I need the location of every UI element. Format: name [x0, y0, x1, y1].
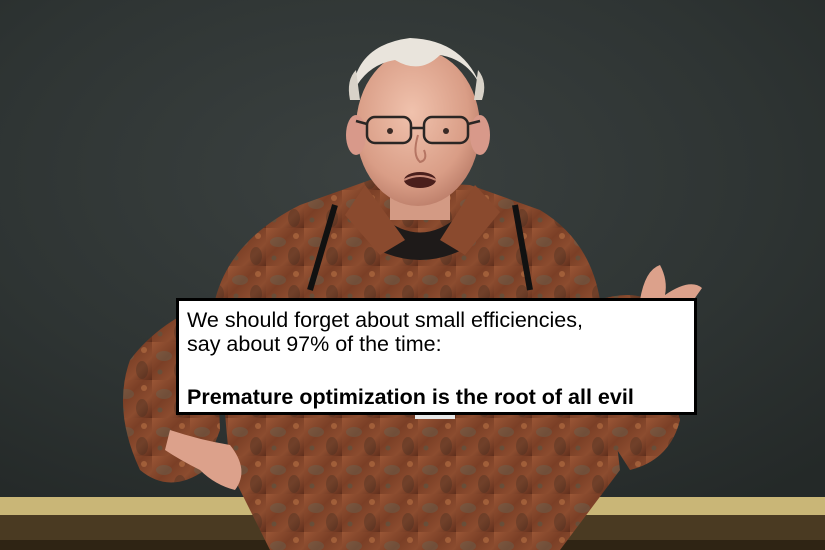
quote-line-1: We should forget about small efficiencie…	[187, 308, 583, 332]
quote-punchline: Premature optimization is the root of al…	[187, 385, 634, 409]
mouth	[404, 172, 436, 188]
quote-line-2: say about 97% of the time:	[187, 332, 442, 356]
hair	[352, 38, 482, 95]
quote-box: We should forget about small efficiencie…	[176, 298, 697, 415]
left-hand	[165, 430, 242, 490]
glasses	[355, 115, 481, 145]
